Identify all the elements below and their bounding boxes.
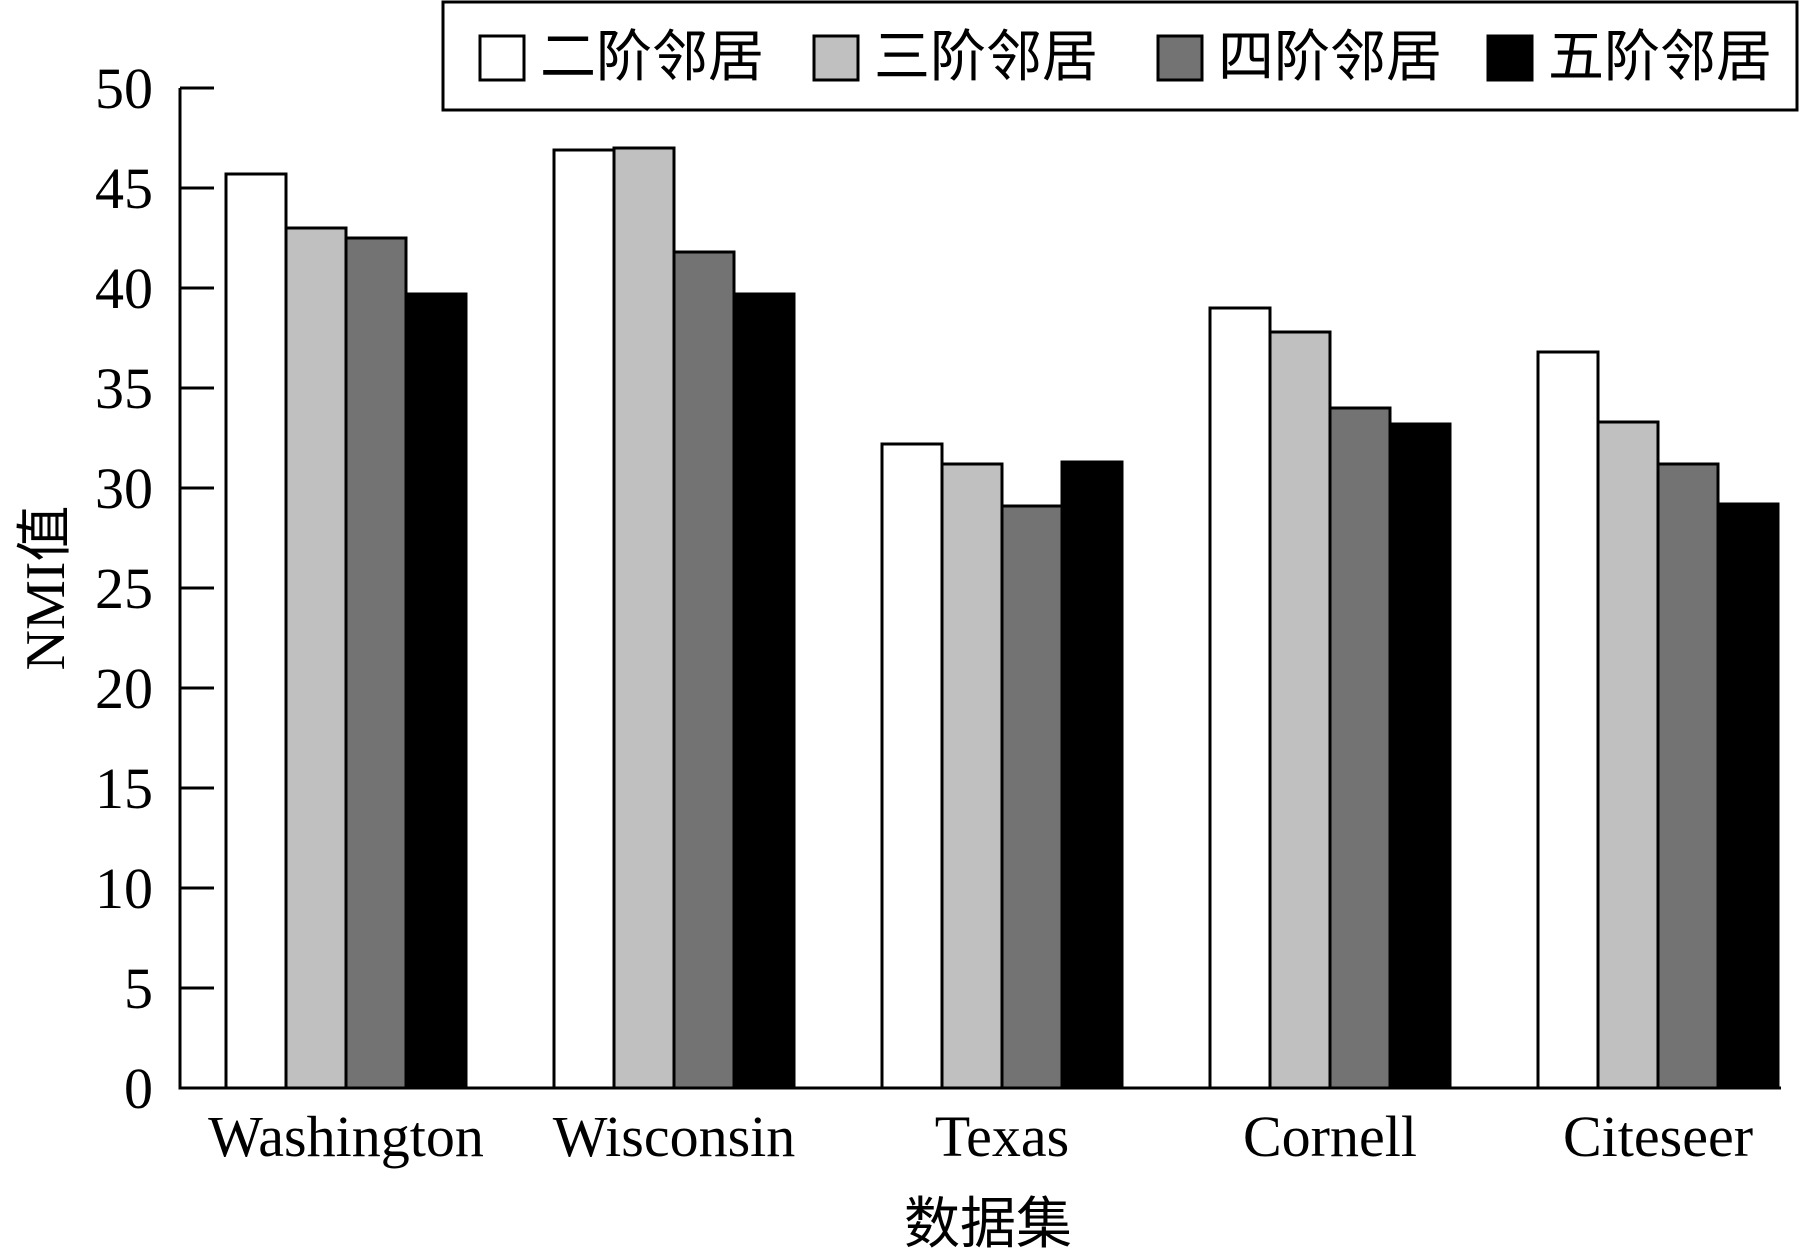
bar-wisconsin-series-1 bbox=[552, 148, 616, 1090]
bars bbox=[224, 146, 1780, 1090]
y-tick-label: 30 bbox=[95, 456, 153, 521]
bar-citeseer-series-3 bbox=[1656, 462, 1720, 1090]
x-tick-label-cornell: Cornell bbox=[1243, 1104, 1417, 1169]
legend-label-2: 三阶邻居 bbox=[874, 27, 1098, 89]
bar-wisconsin-series-4 bbox=[732, 292, 796, 1090]
bar-cornell-series-4 bbox=[1388, 422, 1452, 1090]
legend-swatch-1 bbox=[478, 34, 526, 82]
y-tick-label: 25 bbox=[95, 556, 153, 621]
bar-texas-series-4 bbox=[1060, 460, 1124, 1090]
y-tick-label: 0 bbox=[124, 1056, 153, 1121]
legend-swatch-4 bbox=[1486, 34, 1534, 82]
legend-label-4: 五阶邻居 bbox=[1548, 27, 1772, 89]
legend-box bbox=[441, 0, 1799, 112]
bar-cornell-series-2 bbox=[1268, 330, 1332, 1090]
x-tick-label-citeseer: Citeseer bbox=[1563, 1104, 1753, 1169]
bar-texas-series-1 bbox=[880, 442, 944, 1090]
bar-wisconsin-series-2 bbox=[612, 146, 676, 1090]
bar-wisconsin-series-3 bbox=[672, 250, 736, 1090]
axes: 0 5 10 15 20 25 30 35 40 45 50 Washington Wisconsin… bbox=[95, 56, 1781, 1169]
y-tick-label: 40 bbox=[95, 256, 153, 321]
legend-swatch-3 bbox=[1156, 34, 1204, 82]
bar-cornell-series-1 bbox=[1208, 306, 1272, 1090]
x-axis-title: 数据集 bbox=[904, 1194, 1072, 1256]
bar-washington-series-4 bbox=[404, 292, 468, 1090]
bar-washington-series-2 bbox=[284, 226, 348, 1090]
y-axis-title: NMI值 bbox=[15, 506, 77, 671]
legend-swatch-2 bbox=[812, 34, 860, 82]
y-tick-label: 5 bbox=[124, 956, 153, 1021]
y-tick-label: 15 bbox=[95, 756, 153, 821]
legend-label-1: 二阶邻居 bbox=[540, 27, 764, 89]
legend: 二阶邻居 三阶邻居 四阶邻居 五阶邻居 bbox=[441, 0, 1799, 112]
bar-citeseer-series-4 bbox=[1716, 502, 1780, 1090]
y-tick-label: 35 bbox=[95, 356, 153, 421]
bar-washington-series-1 bbox=[224, 172, 288, 1090]
x-tick-label-washington: Washington bbox=[208, 1104, 484, 1169]
bar-texas-series-2 bbox=[940, 462, 1004, 1090]
bar-cornell-series-3 bbox=[1328, 406, 1392, 1090]
x-tick-label-wisconsin: Wisconsin bbox=[553, 1104, 796, 1169]
bar-washington-series-3 bbox=[344, 236, 408, 1090]
x-tick-label-texas: Texas bbox=[935, 1104, 1069, 1169]
y-tick-label: 45 bbox=[95, 156, 153, 221]
y-tick-label: 10 bbox=[95, 856, 153, 921]
y-tick-label: 20 bbox=[95, 656, 153, 721]
y-tick-label: 50 bbox=[95, 56, 153, 121]
bar-citeseer-series-1 bbox=[1536, 350, 1600, 1090]
legend-label-3: 四阶邻居 bbox=[1218, 27, 1442, 89]
bar-citeseer-series-2 bbox=[1596, 420, 1660, 1090]
bar-texas-series-3 bbox=[1000, 504, 1064, 1090]
